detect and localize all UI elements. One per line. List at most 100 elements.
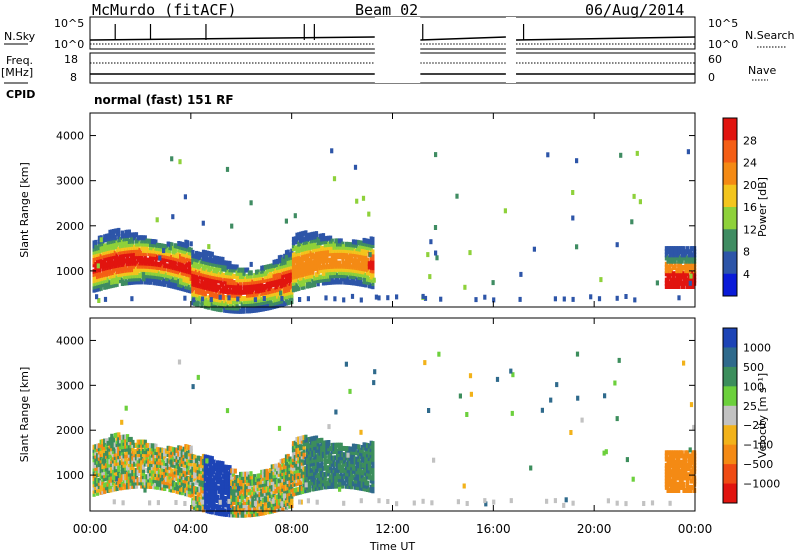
power-cell: [316, 237, 320, 243]
power-cell: [288, 296, 292, 302]
power-cell: [249, 279, 253, 285]
power-cell: [154, 274, 158, 280]
velocity-cell: [127, 481, 131, 486]
power-cell: [207, 273, 211, 279]
velocity-cell: [247, 490, 251, 496]
velocity-cell: [307, 487, 311, 493]
power-cell: [321, 258, 326, 264]
power-cell: [344, 273, 349, 279]
velocity-cell: [164, 483, 169, 489]
power-cell: [120, 233, 124, 239]
power-cell: [159, 249, 163, 255]
power-cell: [377, 295, 381, 301]
velocity-cell: [233, 500, 237, 506]
velocity-cell: [309, 458, 313, 464]
power-cell: [348, 270, 352, 276]
colorbar-tick-label: 20: [743, 179, 757, 192]
power-cell: [277, 267, 281, 273]
velocity-cells: [92, 351, 697, 518]
velocity-cell: [119, 476, 123, 481]
power-cell: [120, 258, 124, 264]
power-cell: [276, 268, 280, 274]
power-cell: [145, 241, 149, 247]
power-cell: [226, 279, 230, 285]
power-cell: [670, 268, 674, 274]
power-cell: [113, 260, 117, 266]
power-cell: [300, 231, 304, 237]
velocity-cell: [184, 481, 188, 487]
velocity-cell: [286, 494, 290, 500]
power-cell: [129, 238, 133, 244]
velocity-cell: [465, 412, 469, 417]
velocity-cell: [274, 466, 278, 472]
velocity-cell: [216, 466, 220, 472]
velocity-cell: [300, 451, 304, 457]
velocity-cell: [300, 457, 304, 463]
power-cell: [106, 268, 110, 274]
velocity-cell: [332, 449, 336, 455]
velocity-cell: [242, 487, 246, 493]
velocity-cell: [369, 447, 373, 452]
velocity-cell: [265, 478, 269, 484]
velocity-cell: [161, 479, 165, 485]
velocity-cell: [465, 501, 469, 506]
velocity-cell: [320, 437, 324, 443]
velocity-cell: [313, 464, 317, 470]
power-cell: [339, 266, 343, 272]
power-cell: [131, 241, 135, 247]
velocity-cell: [311, 470, 315, 476]
velocity-cell: [327, 440, 331, 445]
power-cell: [203, 281, 207, 287]
velocity-cell: [299, 439, 303, 445]
velocity-cell: [353, 447, 357, 452]
power-cell: [111, 263, 116, 269]
velocity-cell: [175, 485, 179, 491]
velocity-cell: [140, 449, 144, 454]
velocity-cell: [179, 458, 183, 464]
power-cell: [334, 241, 338, 247]
velocity-cell: [212, 487, 216, 493]
velocity-cell: [458, 393, 462, 399]
power-cell: [346, 276, 350, 282]
velocity-cell: [553, 498, 557, 504]
power-cell: [265, 264, 269, 270]
velocity-cell: [117, 460, 121, 466]
velocity-cell: [226, 505, 230, 511]
power-cell: [231, 299, 236, 305]
velocity-cell: [216, 494, 220, 500]
power-cell: [314, 262, 319, 268]
velocity-cell: [306, 475, 310, 481]
velocity-cell: [244, 496, 248, 502]
power-cell: [127, 245, 131, 251]
power-cell: [186, 256, 190, 261]
velocity-cell: [147, 471, 151, 477]
power-cell: [311, 235, 315, 240]
power-cell: [194, 279, 199, 285]
power-cell: [205, 263, 209, 269]
velocity-cell: [221, 495, 225, 501]
velocity-cell: [279, 481, 283, 486]
power-cell: [249, 305, 253, 311]
velocity-cell: [189, 445, 193, 451]
velocity-cell: [173, 447, 177, 453]
velocity-cell: [366, 443, 370, 448]
velocity-cell: [267, 474, 271, 480]
power-cell: [630, 219, 634, 225]
power-cell: [216, 306, 220, 312]
power-cell: [219, 281, 223, 287]
velocity-cell: [274, 488, 278, 494]
velocity-cell: [228, 487, 232, 493]
power-cell: [320, 246, 324, 251]
velocity-cell: [265, 471, 269, 477]
power-cell: [164, 256, 169, 262]
velocity-cell: [314, 435, 319, 441]
velocity-cell: [247, 509, 251, 515]
power-cell: [258, 288, 262, 294]
power-cell: [306, 280, 310, 286]
velocity-cell: [309, 455, 313, 461]
velocity-cell: [677, 453, 681, 459]
velocity-cell: [288, 475, 292, 481]
power-cell: [343, 267, 347, 272]
power-cell: [134, 270, 139, 276]
power-cell: [217, 303, 221, 309]
